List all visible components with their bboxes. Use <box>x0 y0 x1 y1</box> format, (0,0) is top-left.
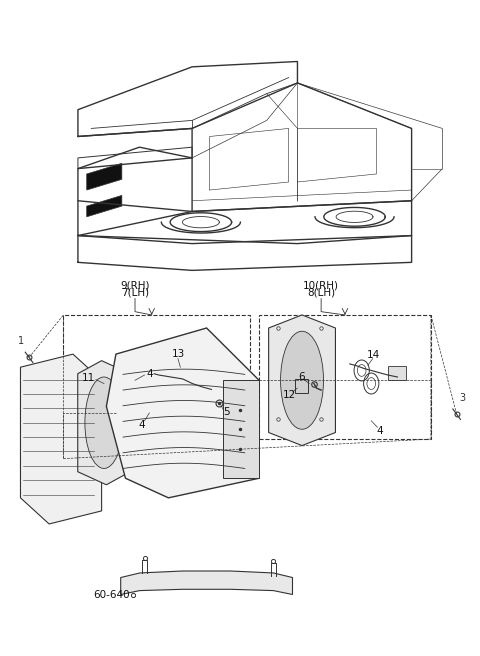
Polygon shape <box>107 328 259 498</box>
Text: 4: 4 <box>146 369 153 379</box>
Text: 13: 13 <box>171 349 185 359</box>
Text: 60-640: 60-640 <box>94 590 130 600</box>
Text: 4: 4 <box>376 426 383 436</box>
Ellipse shape <box>85 377 123 468</box>
Polygon shape <box>87 163 122 190</box>
Polygon shape <box>223 380 259 478</box>
Polygon shape <box>21 354 102 524</box>
Text: 5: 5 <box>223 407 230 417</box>
Text: 14: 14 <box>367 350 380 360</box>
Text: 3: 3 <box>459 393 466 403</box>
Text: 11: 11 <box>82 373 95 382</box>
Bar <box>295 379 308 394</box>
Bar <box>259 315 431 439</box>
Ellipse shape <box>281 331 324 429</box>
Polygon shape <box>269 315 336 445</box>
Polygon shape <box>120 571 292 594</box>
Text: 10(RH): 10(RH) <box>303 280 339 290</box>
Text: 4: 4 <box>139 420 145 430</box>
Text: 6: 6 <box>298 372 304 382</box>
Polygon shape <box>87 195 122 217</box>
Bar <box>63 315 250 459</box>
Text: 12: 12 <box>283 390 296 400</box>
Polygon shape <box>78 361 130 485</box>
Text: 1: 1 <box>18 336 24 346</box>
Bar <box>192 374 211 390</box>
Text: 7(LH): 7(LH) <box>121 287 149 297</box>
Text: 8(LH): 8(LH) <box>307 287 335 297</box>
Text: 9(RH): 9(RH) <box>120 280 150 290</box>
Bar <box>388 366 406 380</box>
